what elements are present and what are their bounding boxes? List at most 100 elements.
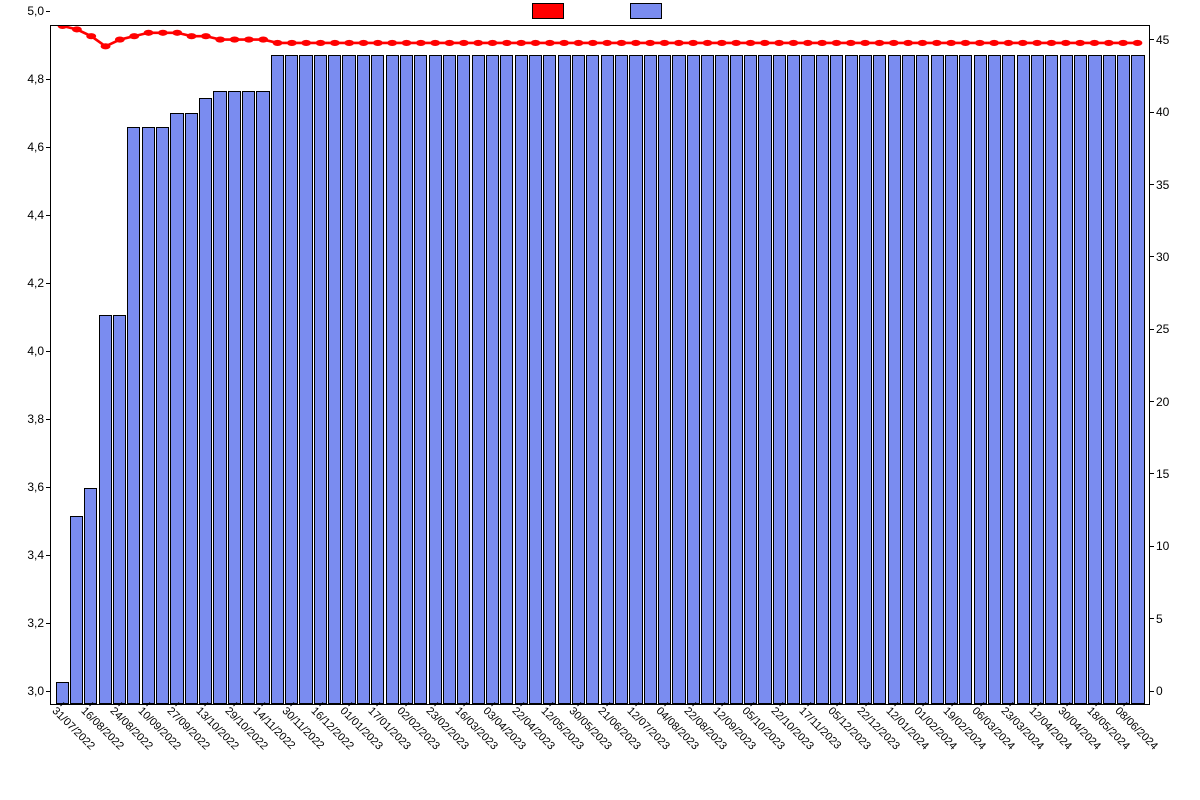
bar [70, 516, 83, 704]
bar [586, 55, 599, 704]
bar [1074, 55, 1087, 704]
bar [271, 55, 284, 704]
y-axis-right: 051015202530354045 [1150, 25, 1200, 705]
y-left-tick: 3,2 [0, 616, 50, 630]
bar [758, 55, 771, 704]
bar [443, 55, 456, 704]
bar [629, 55, 642, 704]
bar [515, 55, 528, 704]
y-left-tick: 4,4 [0, 208, 50, 222]
bar [457, 55, 470, 704]
legend-item-bar [630, 3, 668, 19]
bar [56, 682, 69, 704]
y-right-tick: 0 [1150, 684, 1200, 698]
bar [256, 91, 269, 704]
y-left-tick: 4,8 [0, 72, 50, 86]
bar [1031, 55, 1044, 704]
bar [1088, 55, 1101, 704]
bar [84, 488, 97, 704]
bar [228, 91, 241, 704]
bar [1117, 55, 1130, 704]
bar [902, 55, 915, 704]
bar [773, 55, 786, 704]
bar [701, 55, 714, 704]
y-left-tick: 3,0 [0, 684, 50, 698]
plot-area [50, 25, 1150, 705]
bar [342, 55, 355, 704]
bar [1103, 55, 1116, 704]
bar [185, 113, 198, 704]
y-right-tick: 35 [1150, 178, 1200, 192]
bar [429, 55, 442, 704]
bar [529, 55, 542, 704]
bars-group [51, 26, 1149, 704]
bar [988, 55, 1001, 704]
bar [931, 55, 944, 704]
bar [859, 55, 872, 704]
bar [1017, 55, 1030, 704]
bar [959, 55, 972, 704]
bar [386, 55, 399, 704]
x-axis: 31/07/202216/08/202224/08/202210/09/2022… [50, 705, 1150, 800]
bar [787, 55, 800, 704]
y-left-tick: 3,4 [0, 548, 50, 562]
bar [213, 91, 226, 704]
bar [472, 55, 485, 704]
bar [730, 55, 743, 704]
bar [242, 91, 255, 704]
y-left-tick: 4,2 [0, 276, 50, 290]
y-right-tick: 20 [1150, 395, 1200, 409]
bar [816, 55, 829, 704]
bar [113, 315, 126, 704]
bar [672, 55, 685, 704]
bar [558, 55, 571, 704]
y-left-tick: 5,0 [0, 4, 50, 18]
y-right-tick: 40 [1150, 105, 1200, 119]
y-axis-left: 3,03,23,43,63,84,04,24,44,64,85,0 [0, 25, 50, 705]
bar [888, 55, 901, 704]
bar [486, 55, 499, 704]
bar [601, 55, 614, 704]
bar [916, 55, 929, 704]
bar [199, 98, 212, 704]
bar [314, 55, 327, 704]
bar [357, 55, 370, 704]
y-left-tick: 4,6 [0, 140, 50, 154]
y-left-tick: 3,6 [0, 480, 50, 494]
bar [945, 55, 958, 704]
bar [687, 55, 700, 704]
bar [1002, 55, 1015, 704]
bar [414, 55, 427, 704]
y-right-tick: 15 [1150, 467, 1200, 481]
bar [801, 55, 814, 704]
bar [400, 55, 413, 704]
y-right-tick: 5 [1150, 612, 1200, 626]
bar [744, 55, 757, 704]
chart-container: 3,0 3,2 3,4 3,6 3,8 4,0 4,2 4,4 4,6 4,8 5,0 0 5 10 15… [0, 0, 1200, 800]
chart-legend [0, 0, 1200, 22]
bar [142, 127, 155, 704]
bar [830, 55, 843, 704]
bar [715, 55, 728, 704]
y-left-tick: 4,0 [0, 344, 50, 358]
bar [974, 55, 987, 704]
y-right-tick: 30 [1150, 250, 1200, 264]
bar [99, 315, 112, 704]
y-left-tick: 3,8 [0, 412, 50, 426]
bar [371, 55, 384, 704]
bar [1045, 55, 1058, 704]
bar [1131, 55, 1144, 704]
bar [299, 55, 312, 704]
legend-swatch-bar [630, 3, 662, 19]
bar [1060, 55, 1073, 704]
bar [156, 127, 169, 704]
bar [127, 127, 140, 704]
bar [572, 55, 585, 704]
legend-swatch-line [532, 3, 564, 19]
y-right-tick: 10 [1150, 539, 1200, 553]
bar [543, 55, 556, 704]
y-right-tick: 45 [1150, 33, 1200, 47]
bar [500, 55, 513, 704]
bar [644, 55, 657, 704]
bar [845, 55, 858, 704]
